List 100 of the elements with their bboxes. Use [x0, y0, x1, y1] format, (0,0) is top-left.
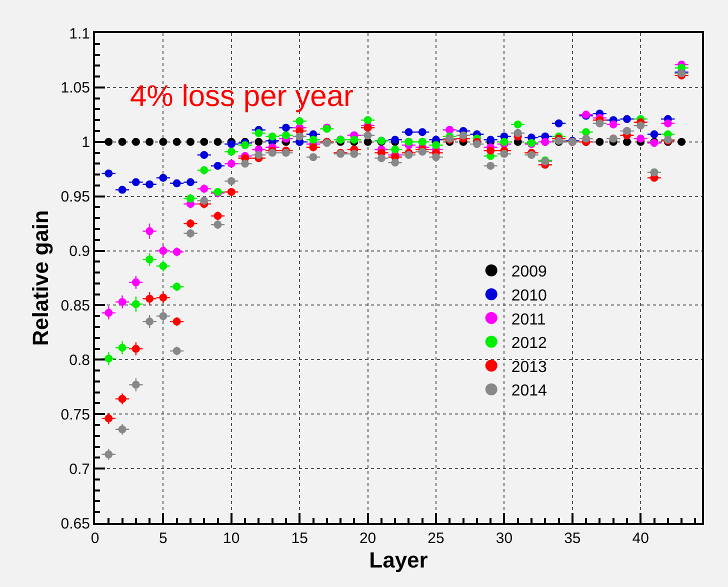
x-axis-title: Layer	[369, 547, 428, 572]
point	[172, 248, 181, 256]
x-tick-label: 5	[159, 530, 168, 547]
x-tick-label: 20	[359, 530, 376, 547]
point	[104, 138, 113, 146]
point	[172, 179, 181, 188]
annotation: 4% loss per year	[130, 80, 354, 113]
point	[227, 188, 236, 196]
point	[214, 220, 222, 229]
point	[254, 129, 263, 138]
point	[364, 131, 372, 140]
y-tick-label: 1	[82, 134, 90, 152]
point	[514, 120, 522, 128]
point	[132, 278, 140, 286]
point	[678, 138, 686, 146]
point	[104, 450, 113, 458]
point	[200, 138, 208, 146]
point	[104, 308, 113, 317]
point	[146, 255, 154, 264]
point	[159, 174, 168, 182]
point	[118, 298, 126, 306]
legend-label: 2010	[511, 287, 548, 304]
point	[132, 300, 140, 308]
point	[146, 318, 154, 326]
point	[650, 130, 658, 138]
legend-label: 2012	[511, 335, 548, 352]
point	[486, 146, 495, 155]
point	[186, 220, 194, 228]
point	[282, 131, 290, 140]
point	[391, 146, 400, 154]
x-tick-label: 15	[291, 530, 308, 547]
point	[227, 177, 236, 186]
point	[200, 196, 208, 205]
point	[118, 425, 126, 434]
point	[377, 154, 386, 162]
point	[186, 138, 194, 146]
point	[214, 138, 222, 146]
point	[459, 131, 468, 140]
point	[364, 116, 372, 124]
point	[636, 134, 645, 143]
point	[418, 148, 426, 156]
point	[296, 117, 304, 126]
point	[132, 138, 140, 146]
point	[622, 115, 631, 124]
point	[486, 162, 495, 170]
point	[159, 138, 168, 146]
point	[622, 138, 631, 146]
point	[500, 150, 508, 158]
point	[500, 138, 508, 146]
point	[309, 136, 318, 144]
y-tick-label: 0.75	[60, 406, 90, 424]
point	[432, 153, 440, 162]
point	[241, 160, 250, 168]
point	[146, 294, 154, 303]
point	[596, 138, 604, 146]
point	[596, 119, 604, 128]
y-tick-label: 0.7	[69, 460, 90, 478]
y-tick-label: 0.8	[69, 352, 90, 369]
point	[309, 143, 318, 152]
point	[282, 124, 290, 132]
x-tick-label: 25	[428, 530, 444, 547]
point	[118, 138, 126, 146]
y-tick-label: 0.65	[60, 515, 90, 532]
point	[582, 128, 590, 136]
point	[118, 394, 126, 403]
point	[636, 122, 645, 130]
point	[159, 294, 168, 302]
y-tick-label: 1.1	[69, 25, 90, 42]
point	[104, 414, 113, 422]
point	[404, 128, 413, 136]
x-tick-label: 10	[223, 530, 240, 547]
point	[391, 158, 400, 167]
point	[214, 162, 222, 170]
point	[227, 148, 236, 156]
point	[146, 138, 154, 146]
point	[200, 166, 208, 174]
point	[186, 229, 194, 238]
legend-label: 2013	[511, 358, 548, 376]
point	[186, 178, 194, 186]
point	[132, 380, 140, 389]
point	[104, 354, 113, 363]
y-tick-label: 0.85	[60, 297, 90, 314]
point	[350, 150, 358, 158]
point	[172, 282, 181, 291]
point	[418, 128, 426, 136]
point	[472, 140, 481, 148]
y-tick-label: 0.9	[69, 243, 90, 260]
point	[159, 312, 168, 320]
point	[159, 246, 168, 255]
point	[118, 186, 126, 194]
point	[118, 344, 126, 352]
point	[159, 262, 168, 270]
point	[172, 138, 181, 146]
point	[309, 153, 318, 162]
y-tick-label: 0.95	[60, 188, 90, 206]
point	[200, 184, 208, 193]
point	[227, 140, 236, 148]
legend-label: 2009	[511, 264, 548, 281]
point	[664, 119, 672, 128]
point	[132, 344, 140, 353]
